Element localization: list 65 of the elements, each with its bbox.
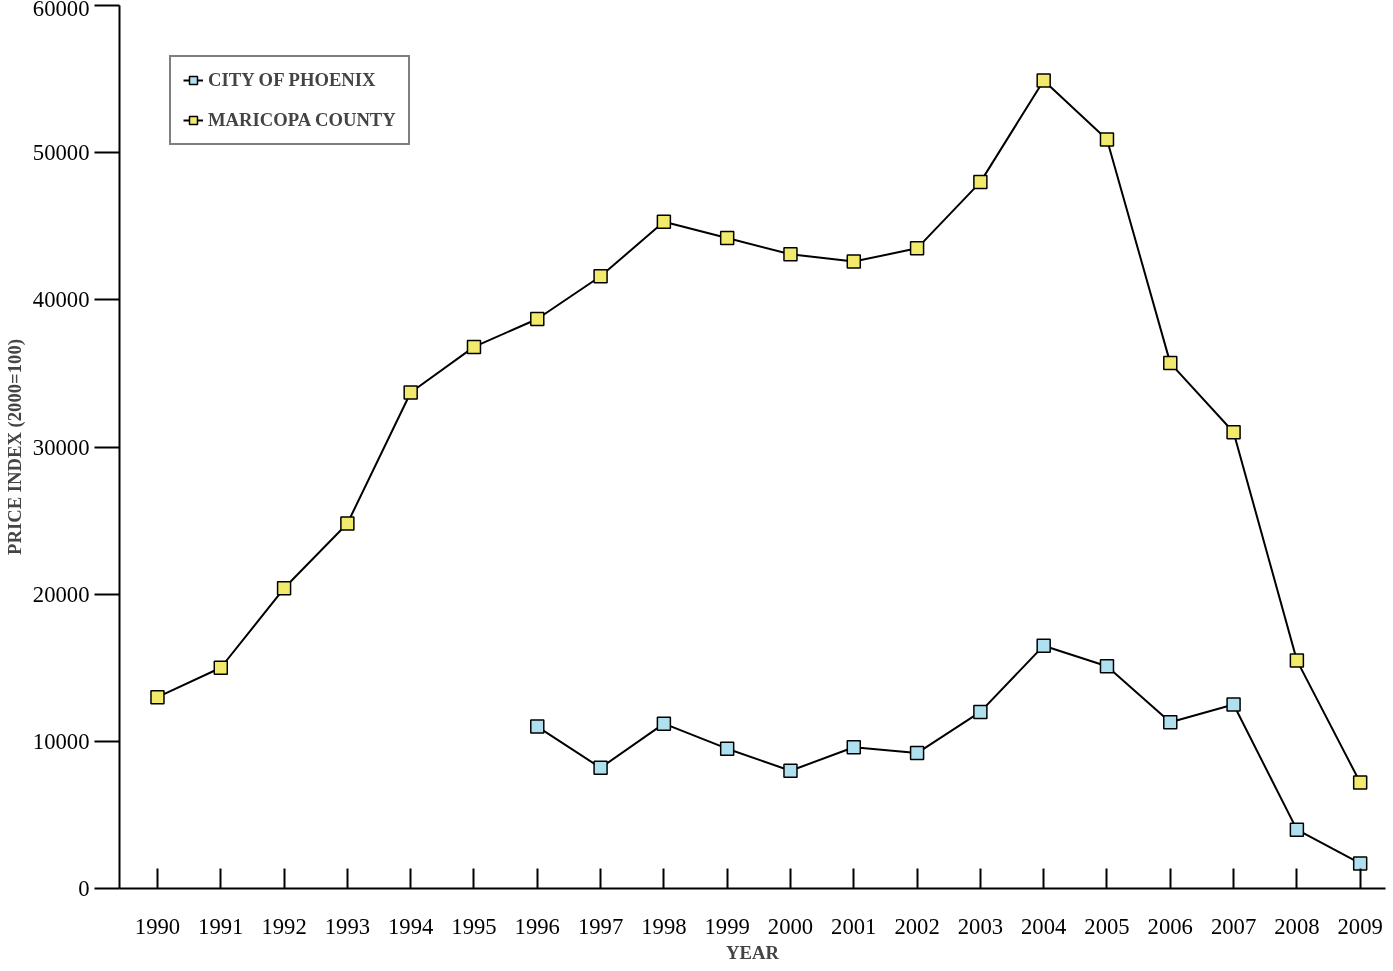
point bbox=[150, 689, 165, 705]
point bbox=[1352, 775, 1368, 790]
point bbox=[719, 230, 735, 246]
x-tick-label: 1995 bbox=[451, 913, 497, 939]
y-tick-label: 10000 bbox=[32, 728, 90, 754]
point bbox=[656, 716, 672, 731]
x-tick-label: 1991 bbox=[198, 913, 244, 939]
point bbox=[1289, 822, 1305, 837]
y-tick-label: 30000 bbox=[32, 434, 90, 460]
point bbox=[1036, 73, 1051, 88]
point bbox=[530, 719, 545, 734]
point bbox=[656, 214, 672, 230]
x-tick-label: 2003 bbox=[957, 913, 1004, 939]
y-tick-label: 0 bbox=[78, 876, 90, 901]
x-tick-label: 2005 bbox=[1084, 913, 1130, 939]
point bbox=[1352, 856, 1368, 871]
x-tick-label: 2000 bbox=[767, 913, 814, 939]
x-tick-label: 2007 bbox=[1210, 913, 1257, 939]
point bbox=[1163, 714, 1178, 730]
point bbox=[466, 339, 482, 355]
x-tick-label: 2008 bbox=[1274, 913, 1320, 939]
point bbox=[846, 254, 862, 269]
x-tick-label: 1993 bbox=[324, 913, 371, 939]
point bbox=[1226, 697, 1241, 712]
point bbox=[1099, 659, 1115, 674]
point bbox=[403, 385, 418, 400]
x-tick-label: 1992 bbox=[261, 913, 307, 939]
x-axis-title: YEAR bbox=[726, 941, 780, 963]
y-tick-label: 60000 bbox=[32, 0, 90, 21]
point bbox=[783, 246, 798, 262]
x-tick-label: 2009 bbox=[1337, 913, 1383, 939]
point bbox=[1163, 355, 1178, 371]
point bbox=[973, 174, 988, 190]
x-tick-label: 1994 bbox=[388, 913, 434, 939]
point bbox=[846, 739, 862, 755]
x-tick-label: 1998 bbox=[641, 913, 687, 939]
y-tick-label: 50000 bbox=[32, 140, 90, 166]
point bbox=[593, 269, 608, 284]
x-tick-label: 1999 bbox=[704, 913, 750, 939]
x-tick-label: 1997 bbox=[577, 913, 624, 939]
point bbox=[1099, 132, 1115, 147]
point bbox=[909, 745, 925, 761]
y-axis-title: PRICE INDEX (2000=100) bbox=[3, 339, 26, 555]
point bbox=[340, 516, 355, 531]
y-tick-label: 40000 bbox=[32, 287, 90, 313]
point bbox=[909, 241, 925, 256]
y-tick-label: 20000 bbox=[32, 581, 90, 607]
x-tick-label: 2001 bbox=[831, 913, 877, 939]
x-tick-label: 2006 bbox=[1147, 913, 1193, 939]
legend-label: CITY OF PHOENIX bbox=[208, 69, 376, 91]
point bbox=[719, 741, 735, 756]
x-tick-label: 2002 bbox=[894, 913, 940, 939]
point bbox=[213, 660, 229, 675]
point bbox=[530, 311, 545, 327]
point bbox=[1036, 638, 1051, 653]
x-tick-label: 2004 bbox=[1021, 913, 1067, 939]
point bbox=[973, 704, 988, 720]
point bbox=[783, 763, 798, 779]
point bbox=[593, 760, 608, 776]
x-tick-label: 1990 bbox=[134, 913, 181, 939]
point bbox=[1226, 425, 1241, 440]
x-tick-label: 1996 bbox=[514, 913, 560, 939]
legend-label: MARICOPA COUNTY bbox=[208, 109, 396, 131]
point bbox=[1289, 653, 1305, 668]
point bbox=[276, 581, 292, 596]
